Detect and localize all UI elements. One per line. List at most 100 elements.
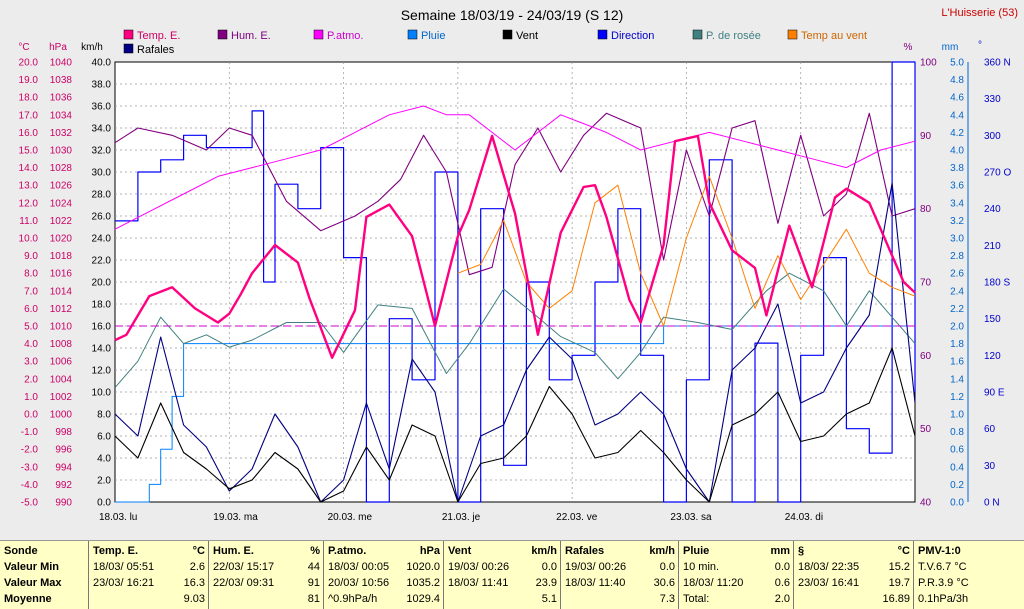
direction-tick-label: 90 E <box>984 388 1005 399</box>
axis-unit-rain: mm <box>942 42 959 53</box>
x-tick-label: 21.03. je <box>442 512 481 523</box>
legend-swatch <box>313 29 324 40</box>
rain-tick-label: 2.0 <box>950 322 964 333</box>
pressure-tick-label: 1032 <box>50 128 73 139</box>
direction-tick-label: 0 N <box>984 498 1000 509</box>
rain-tick-label: 3.0 <box>950 234 964 245</box>
wind-tick-label: 0.0 <box>97 498 111 509</box>
legend-swatch <box>123 29 134 40</box>
rain-tick-label: 1.4 <box>950 374 964 385</box>
series-direction <box>115 61 916 503</box>
direction-tick-label: 60 <box>984 424 996 435</box>
location-label: L'Huisserie (53) <box>941 7 1018 19</box>
stats-cell-right: 1035.2 <box>406 577 440 589</box>
stats-cell: 22/03/ 09:31 91 <box>213 575 320 591</box>
legend-swatch <box>502 29 513 40</box>
rain-tick-label: 3.4 <box>950 198 964 209</box>
wind-tick-label: 8.0 <box>97 410 111 421</box>
temp-tick-label: 18.0 <box>19 93 39 104</box>
wind-tick-label: 4.0 <box>97 454 111 465</box>
x-tick-label: 23.03. sa <box>670 512 712 523</box>
stats-column: PMV-1:0 T.V.6.7 °C P.R.3.9 °C 0.1hPa/3h <box>913 541 1024 609</box>
stats-cell-right: 2.0 <box>774 593 790 605</box>
stats-header-left: Temp. E. <box>93 545 139 557</box>
rain-tick-label: 0.2 <box>950 480 964 491</box>
pressure-tick-label: 1010 <box>50 322 73 333</box>
rain-tick-label: 5.0 <box>950 58 964 69</box>
stats-cell: ^0.9hPa/h 1029.4 <box>328 591 440 607</box>
stats-row-labels: Sonde Valeur Min Valeur Max Moyenne <box>0 541 88 609</box>
temp-tick-label: 15.0 <box>19 146 39 157</box>
stats-cell-right: 9.03 <box>183 593 205 605</box>
stats-header-right: hPa <box>419 545 440 557</box>
stats-cell: 22/03/ 15:17 44 <box>213 559 320 575</box>
stats-cell-right: 15.2 <box>888 561 910 573</box>
wind-tick-label: 22.0 <box>92 256 112 267</box>
rain-tick-label: 4.8 <box>950 75 964 86</box>
wind-tick-label: 26.0 <box>92 212 112 223</box>
grid <box>115 62 915 502</box>
temp-tick-label: 2.0 <box>24 374 38 385</box>
stats-cell-right: 1029.4 <box>406 593 440 605</box>
rain-tick-label: 2.6 <box>950 269 964 280</box>
pressure-tick-label: 1036 <box>50 93 73 104</box>
stats-cell: T.V.6.7 °C <box>918 559 1021 575</box>
rain-tick-label: 3.2 <box>950 216 964 227</box>
axis-unit-humidity: % <box>904 42 913 53</box>
pressure-tick-label: 1018 <box>50 251 73 262</box>
row-label-mean: Moyenne <box>4 593 52 605</box>
stats-cell-right: 30.6 <box>653 577 675 589</box>
wind-tick-label: 12.0 <box>92 366 112 377</box>
wind-tick-label: 10.0 <box>92 388 112 399</box>
stats-cell: 81 <box>213 591 320 607</box>
legend-label: Direction <box>611 30 654 42</box>
wind-tick-label: 20.0 <box>92 278 112 289</box>
temp-tick-label: 9.0 <box>24 251 38 262</box>
rain-tick-label: 1.8 <box>950 339 964 350</box>
axis-unit-temp: °C <box>18 42 29 53</box>
pressure-tick-label: 1004 <box>50 374 73 385</box>
temp-tick-label: 3.0 <box>24 357 38 368</box>
x-tick-label: 18.03. lu <box>99 512 137 523</box>
stats-header-left: PMV-1:0 <box>918 545 961 557</box>
x-tick-label: 19.03. ma <box>213 512 258 523</box>
stats-column: Pluie mm 10 min. 0.0 18/03/ 11:20 0.6 Total: 2.… <box>678 541 794 609</box>
chart-title: Semaine 18/03/19 - 24/03/19 (S 12) <box>401 7 624 23</box>
rain-tick-label: 3.8 <box>950 163 964 174</box>
wind-tick-label: 18.0 <box>92 300 112 311</box>
pressure-tick-label: 1034 <box>50 110 73 121</box>
stats-cell: 7.3 <box>565 591 675 607</box>
temp-tick-label: 8.0 <box>24 269 38 280</box>
temp-tick-label: 16.0 <box>19 128 39 139</box>
legend-label: Vent <box>516 30 538 42</box>
stats-cell-right: 44 <box>307 561 320 573</box>
stats-cell: 18/03/ 05:51 2.6 <box>93 559 205 575</box>
stats-cell-right: 2.6 <box>189 561 205 573</box>
rain-tick-label: 4.0 <box>950 146 964 157</box>
pressure-tick-label: 1022 <box>50 216 73 227</box>
stats-header-left: Vent <box>448 545 472 557</box>
stats-cell-left: T.V.6.7 °C <box>918 561 967 573</box>
stats-header-left: Rafales <box>565 545 605 557</box>
row-label-sonde: Sonde <box>4 545 38 557</box>
stats-header: P.atmo. hPa <box>328 543 440 559</box>
stats-cell: 0.1hPa/3h <box>918 591 1021 607</box>
pressure-tick-label: 1040 <box>50 58 73 69</box>
pressure-tick-label: 992 <box>55 480 72 491</box>
humidity-tick-label: 60 <box>920 351 932 362</box>
stats-header-right: mm <box>770 545 790 557</box>
direction-tick-label: 330 <box>984 94 1001 105</box>
direction-tick-label: 120 <box>984 351 1001 362</box>
series-vent <box>114 347 916 503</box>
wind-tick-label: 32.0 <box>92 146 112 157</box>
stats-column: § °C 18/03/ 22:35 15.2 23/03/ 16:41 19.7 16.89 <box>793 541 914 609</box>
stats-cell: 18/03/ 11:41 23.9 <box>448 575 557 591</box>
stats-header-left: Hum. E. <box>213 545 254 557</box>
stats-cell-right: 0.6 <box>774 577 790 589</box>
legend-label: Hum. E. <box>231 30 271 42</box>
stats-cell-left: 22/03/ 09:31 <box>213 577 275 589</box>
stats-header-right: km/h <box>649 545 675 557</box>
stats-cell: 18/03/ 22:35 15.2 <box>798 559 910 575</box>
stats-cell-right: 0.0 <box>541 561 557 573</box>
stats-cell-left: 10 min. <box>683 561 720 573</box>
